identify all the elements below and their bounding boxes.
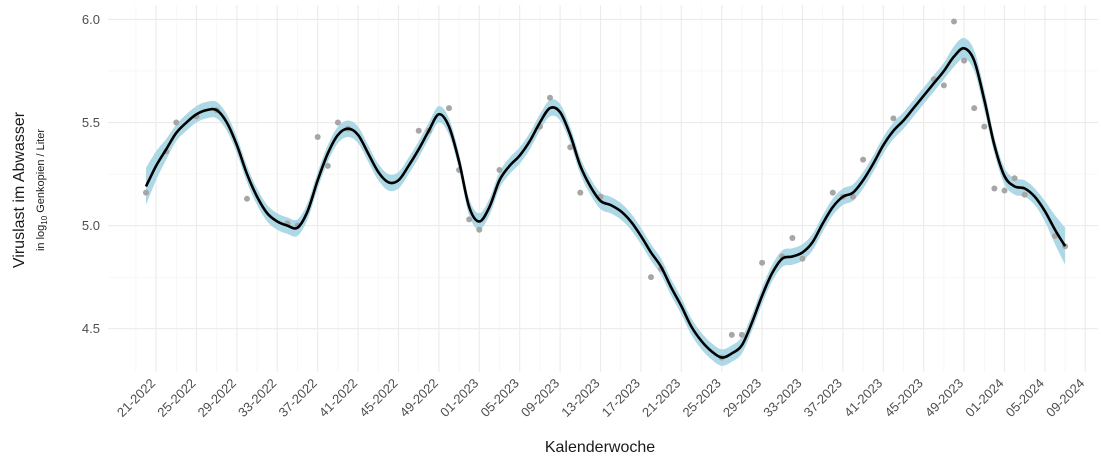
- x-tick-label: 09-2023: [518, 376, 562, 420]
- y-tick-label: 4.5: [82, 321, 100, 336]
- x-tick-label: 17-2023: [599, 376, 643, 420]
- data-point: [173, 119, 180, 126]
- data-point: [466, 216, 473, 223]
- confidence-band: [146, 37, 1066, 366]
- x-tick-label: 41-2023: [841, 376, 885, 420]
- y-sub-a: in log: [35, 225, 47, 251]
- x-tick-label: 37-2023: [801, 376, 845, 420]
- data-point: [789, 234, 796, 241]
- y-axis-title: Viruslast im Abwasser: [11, 111, 28, 268]
- x-tick-label: 01-2023: [437, 376, 481, 420]
- data-point: [143, 189, 149, 196]
- data-point: [577, 189, 584, 196]
- x-tick-label: 09-2024: [1043, 376, 1087, 420]
- y-tick-label: 5.0: [82, 218, 100, 233]
- data-point: [567, 144, 574, 151]
- data-point: [496, 166, 503, 173]
- data-point: [1011, 175, 1018, 182]
- data-point: [314, 133, 321, 140]
- y-tick-label: 5.5: [82, 115, 100, 130]
- data-point: [981, 123, 988, 130]
- data-point: [446, 105, 452, 112]
- data-point: [415, 127, 422, 134]
- smooth-line: [144, 46, 1067, 359]
- data-point: [1001, 187, 1008, 194]
- data-point: [991, 185, 998, 192]
- x-tick-label: 21-2022: [114, 376, 158, 420]
- x-tick-label: 37-2022: [275, 376, 319, 420]
- x-tick-label: 45-2023: [881, 376, 925, 420]
- data-point: [829, 189, 836, 196]
- data-point: [324, 162, 331, 169]
- y-sub-b: 10: [40, 215, 49, 224]
- data-point: [759, 259, 766, 266]
- data-point: [1021, 191, 1028, 198]
- data-point: [648, 274, 654, 281]
- data-point: [334, 119, 341, 126]
- data-point: [890, 115, 897, 122]
- x-axis-title: Kalenderwoche: [545, 439, 655, 456]
- x-tick-label: 21-2023: [639, 376, 683, 420]
- data-point: [940, 82, 947, 89]
- y-tick-label: 6.0: [82, 12, 100, 27]
- x-tick-label: 49-2022: [397, 376, 441, 420]
- x-tick-label: 33-2022: [235, 376, 279, 420]
- x-tick-label: 45-2022: [356, 376, 400, 420]
- data-point: [850, 193, 856, 200]
- data-point: [728, 331, 735, 338]
- data-point: [860, 156, 867, 163]
- y-axis-subtitle: in log10 Genkopien / Liter: [35, 129, 49, 251]
- data-point: [971, 105, 978, 112]
- x-tick-label: 29-2022: [195, 376, 239, 420]
- x-tick-label: 05-2024: [1003, 376, 1047, 420]
- data-point: [799, 255, 806, 262]
- data-point: [476, 226, 483, 233]
- x-tick-label: 25-2023: [679, 376, 723, 420]
- x-tick-label: 25-2022: [154, 376, 198, 420]
- data-point: [951, 18, 957, 25]
- x-tick-label: 33-2023: [760, 376, 804, 420]
- data-point: [547, 94, 553, 101]
- x-tick-label: 29-2023: [720, 376, 764, 420]
- x-tick-label: 41-2022: [316, 376, 360, 420]
- x-tick-label: 05-2023: [477, 376, 521, 420]
- data-point: [244, 195, 250, 202]
- x-tick-label: 49-2023: [922, 376, 966, 420]
- data-point: [961, 57, 968, 64]
- x-tick-label: 13-2023: [558, 376, 602, 420]
- data-point: [738, 331, 745, 338]
- y-sub-c: Genkopien / Liter: [35, 129, 47, 216]
- x-tick-label: 01-2024: [962, 376, 1006, 420]
